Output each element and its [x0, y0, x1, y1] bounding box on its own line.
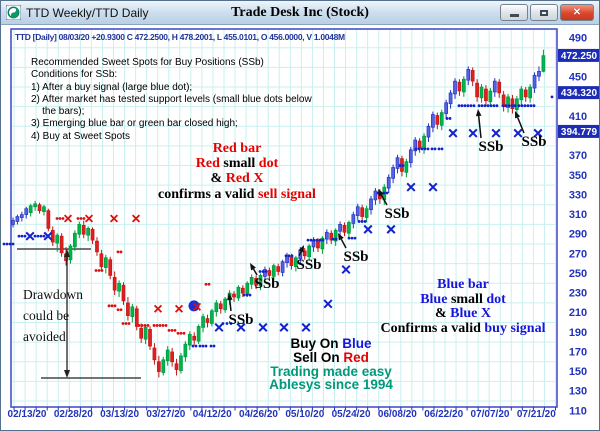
svg-text:07/21/20: 07/21/20 [517, 409, 556, 420]
buy-signal-note: Blue bar Blue small dot & Blue X Confirms a… [303, 277, 599, 336]
svg-text:SSb: SSb [478, 139, 503, 155]
svg-text:370: 370 [569, 150, 587, 162]
svg-text:472.250: 472.250 [561, 51, 598, 62]
svg-text:02/28/20: 02/28/20 [54, 409, 93, 420]
conditions-line: 2) After market has tested support level… [31, 93, 312, 105]
note-line: Red bar [212, 141, 262, 156]
svg-text:SSb: SSb [521, 134, 546, 150]
svg-text:450: 450 [569, 72, 587, 84]
svg-text:SSb: SSb [254, 276, 279, 292]
svg-text:434.320: 434.320 [561, 88, 598, 99]
conditions-line: 4) Buy at Sweet Spots [31, 130, 130, 142]
title-bar[interactable]: TTD Weekly/TTD Daily Trade Desk Inc (Sto… [1, 1, 599, 25]
restore-button[interactable] [530, 4, 558, 21]
svg-text:04/26/20: 04/26/20 [239, 409, 278, 420]
svg-text:310: 310 [569, 209, 587, 221]
quote-info-line: TTD [Daily] 08/03/20 +20.9300 C 472.2500… [15, 32, 345, 42]
note-line: Ablesys since 1994 [269, 377, 393, 393]
svg-text:03/13/20: 03/13/20 [100, 409, 139, 420]
svg-text:410: 410 [569, 111, 587, 123]
svg-text:210: 210 [569, 307, 587, 319]
svg-text:350: 350 [569, 170, 587, 182]
window-controls: ✕ [500, 4, 594, 21]
note-line: Blue bar [437, 277, 489, 292]
close-button[interactable]: ✕ [560, 4, 594, 21]
svg-text:02/13/20: 02/13/20 [8, 409, 47, 420]
svg-text:04/12/20: 04/12/20 [193, 409, 232, 420]
restore-icon [540, 9, 548, 16]
svg-text:290: 290 [569, 229, 587, 241]
svg-text:SSb: SSb [228, 312, 253, 328]
drawdown-annotation: Drawdown could be avoided [23, 284, 83, 347]
note-line: & Red X [210, 171, 264, 187]
brand-slogan: Buy On Blue Sell On Red Trading made easy A… [171, 337, 491, 392]
svg-text:394.779: 394.779 [561, 127, 598, 138]
svg-text:130: 130 [569, 386, 587, 398]
svg-text:170: 170 [569, 346, 587, 358]
window-title: TTD Weekly/TTD Daily [26, 5, 149, 20]
conditions-line: 3) Emerging blue bar or green bar closed… [31, 118, 238, 130]
conditions-line: Recommended Sweet Spots for Buy Position… [31, 57, 264, 68]
svg-text:490: 490 [569, 33, 587, 45]
minimize-button[interactable] [500, 4, 528, 21]
svg-text:SSb: SSb [384, 206, 409, 222]
svg-text:06/22/20: 06/22/20 [424, 409, 463, 420]
note-line: confirms a valid sell signal [158, 186, 316, 202]
drawdown-line: avoided [23, 329, 66, 344]
svg-text:250: 250 [569, 268, 587, 280]
svg-text:07/07/20: 07/07/20 [471, 409, 510, 420]
note-line: & Blue X [434, 306, 491, 322]
svg-text:230: 230 [569, 288, 587, 300]
note-line: Red small dot [195, 156, 279, 172]
conditions-text: Recommended Sweet Spots for Buy Position… [31, 57, 312, 143]
svg-text:03/27/20: 03/27/20 [146, 409, 185, 420]
note-line: Trading made easy [270, 363, 392, 379]
conditions-line: Conditions for SSb: [31, 69, 118, 81]
svg-text:110: 110 [569, 405, 587, 417]
note-line: Sell On Red [293, 349, 369, 365]
svg-text:SSb: SSb [296, 257, 321, 273]
conditions-line: the bars); [31, 106, 85, 118]
svg-text:270: 270 [569, 248, 587, 260]
svg-text:06/08/20: 06/08/20 [378, 409, 417, 420]
svg-text:150: 150 [569, 366, 587, 378]
drawdown-line: could be [23, 308, 70, 323]
svg-text:05/10/20: 05/10/20 [285, 409, 324, 420]
drawdown-line: Drawdown [23, 287, 83, 302]
svg-text:05/24/20: 05/24/20 [332, 409, 371, 420]
svg-text:330: 330 [569, 189, 587, 201]
conditions-line: 1) After a buy signal (large blue dot); [31, 81, 193, 93]
app-logo-icon[interactable] [5, 4, 22, 21]
svg-text:190: 190 [569, 327, 587, 339]
minimize-icon [509, 13, 519, 17]
close-icon: ✕ [572, 6, 582, 18]
svg-text:SSb: SSb [343, 249, 368, 265]
note-line: Confirms a valid buy signal [380, 320, 546, 336]
note-line: Blue small dot [420, 291, 506, 307]
note-line: Buy On Blue [290, 336, 372, 351]
